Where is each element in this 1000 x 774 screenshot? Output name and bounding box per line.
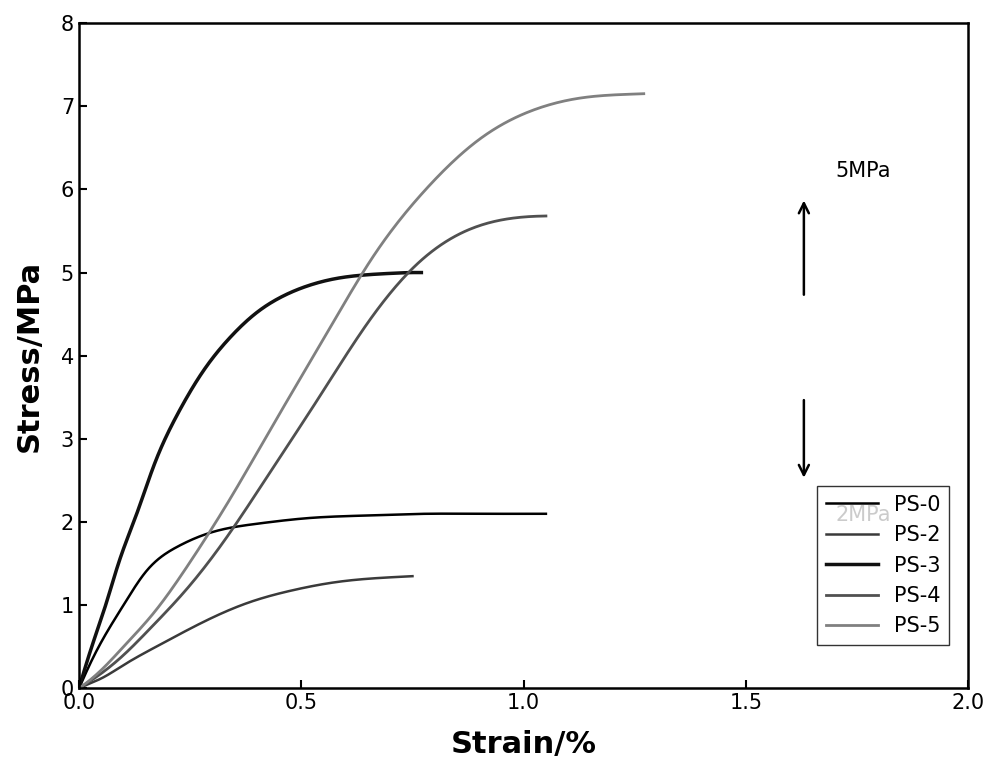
- PS-0: [351, 511, 363, 520]
- Y-axis label: Stress/MPa: Stress/MPa: [15, 259, 44, 452]
- PS-4: [496, 215, 508, 224]
- Text: 2MPa: 2MPa: [835, 505, 891, 526]
- PS-0: [540, 509, 552, 519]
- PS-3: [277, 292, 289, 301]
- PS-4: [349, 336, 361, 345]
- PS-3: [283, 289, 295, 298]
- PS-3: [74, 680, 86, 689]
- Line: PS-0: PS-0: [79, 514, 546, 688]
- PS-2: [277, 588, 289, 598]
- PS-3: [383, 269, 395, 278]
- PS-5: [409, 197, 421, 206]
- Line: PS-4: PS-4: [79, 216, 546, 688]
- PS-0: [498, 509, 510, 519]
- PS-3: [411, 268, 423, 277]
- PS-5: [73, 683, 85, 693]
- PS-3: [415, 268, 427, 277]
- PS-2: [74, 683, 86, 693]
- PS-5: [585, 92, 597, 101]
- PS-2: [406, 571, 418, 580]
- PS-5: [407, 199, 419, 208]
- PS-2: [73, 683, 85, 693]
- PS-3: [362, 270, 374, 279]
- PS-4: [540, 211, 552, 221]
- PS-5: [549, 98, 561, 108]
- PS-4: [73, 683, 85, 693]
- Line: PS-3: PS-3: [79, 272, 421, 688]
- PS-0: [349, 511, 361, 520]
- PS-5: [75, 683, 87, 692]
- PS-5: [638, 89, 650, 98]
- Legend: PS-0, PS-2, PS-3, PS-4, PS-5: PS-0, PS-2, PS-3, PS-4, PS-5: [817, 486, 949, 645]
- PS-3: [276, 292, 288, 301]
- PS-3: [73, 683, 85, 693]
- PS-0: [468, 509, 480, 519]
- Line: PS-2: PS-2: [79, 576, 412, 688]
- PS-2: [271, 589, 283, 598]
- PS-2: [375, 574, 387, 583]
- PS-2: [354, 575, 366, 584]
- PS-0: [73, 683, 85, 693]
- PS-0: [440, 509, 452, 519]
- PS-2: [270, 590, 282, 599]
- PS-4: [351, 334, 363, 343]
- PS-4: [466, 224, 478, 233]
- PS-0: [359, 511, 371, 520]
- Line: PS-5: PS-5: [79, 94, 644, 688]
- PS-5: [419, 186, 431, 195]
- Text: 5MPa: 5MPa: [835, 161, 891, 181]
- PS-4: [74, 683, 86, 692]
- X-axis label: Strain/%: Strain/%: [451, 730, 597, 759]
- PS-0: [74, 680, 86, 690]
- PS-4: [359, 323, 371, 332]
